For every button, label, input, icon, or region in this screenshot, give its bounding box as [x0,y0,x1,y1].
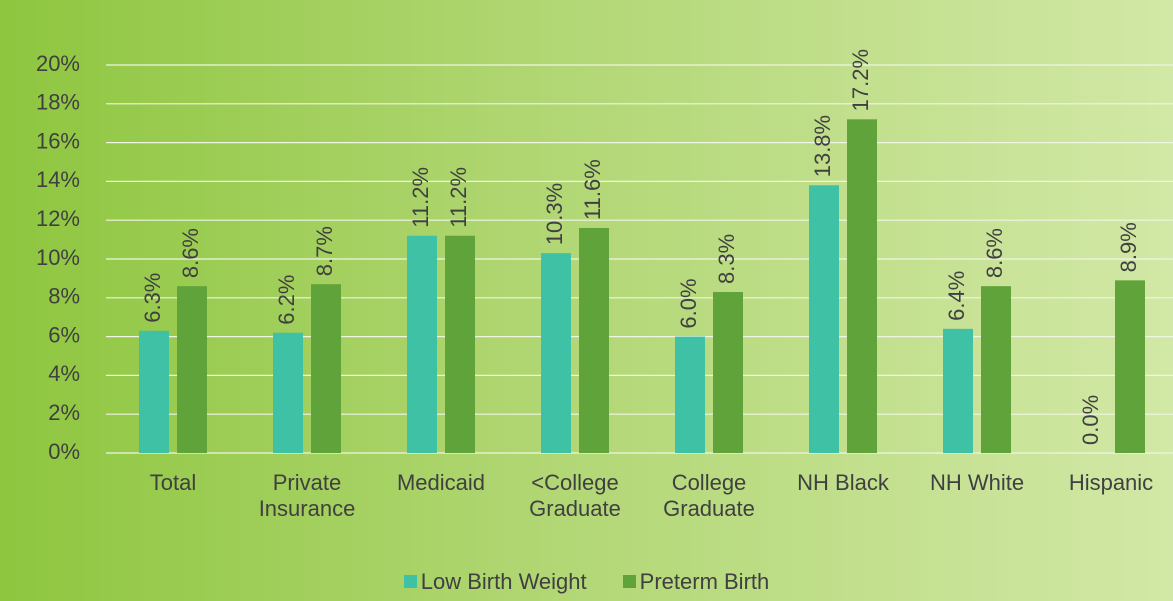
bar [809,185,839,453]
legend: Low Birth Weight Preterm Birth [0,569,1173,595]
x-tick-label: <College Graduate [529,470,621,521]
y-tick-label: 8% [48,284,80,309]
x-tick-label: Total [149,470,197,495]
bar [177,286,207,453]
data-label: 8.3% [714,234,739,284]
y-tick-label: 18% [36,90,80,115]
y-tick-label: 14% [36,167,80,192]
y-tick-label: 6% [48,322,80,347]
bar [847,119,877,453]
y-tick-label: 4% [48,361,80,386]
bar [445,235,475,453]
bar [407,235,437,453]
data-label: 8.6% [178,228,203,278]
y-tick-label: 2% [48,400,80,425]
bar [943,328,973,453]
data-label: 8.9% [1116,222,1141,272]
bar [541,253,571,453]
data-label: 13.8% [810,115,835,177]
bar [1115,280,1145,453]
legend-label: Low Birth Weight [420,569,587,594]
data-label: 0.0% [1078,395,1103,445]
bar [579,227,609,453]
legend-swatch [403,575,417,588]
data-label: 10.3% [542,183,567,245]
data-label: 11.2% [408,167,433,228]
y-tick-label: 20% [36,51,80,76]
legend-swatch [622,575,636,588]
bar [139,330,169,453]
x-tick-label: Private Insurance [258,470,356,521]
data-label: 8.7% [312,226,337,276]
data-label: 6.2% [274,275,299,325]
data-label: 11.6% [580,159,605,220]
bar [713,291,743,453]
x-tick-label: NH Black [797,470,889,495]
x-tick-label: Hispanic [1068,470,1154,495]
data-label: 6.0% [676,278,701,328]
legend-label: Preterm Birth [639,569,770,594]
y-tick-label: 16% [36,128,80,153]
x-tick-label: NH White [929,470,1025,495]
data-label: 17.2% [848,49,873,111]
data-label: 8.6% [982,228,1007,278]
bar [675,336,705,453]
legend-item: Low Birth Weight [403,569,587,595]
y-tick-label: 0% [48,439,80,464]
x-tick-label: College Graduate [663,470,755,521]
y-tick-label: 12% [36,206,80,231]
data-label: 6.4% [944,271,969,321]
bar [273,332,303,453]
data-label: 6.3% [140,273,165,323]
legend-item: Preterm Birth [622,569,770,595]
data-label: 11.2% [446,167,471,228]
x-tick-label: Medicaid [396,470,486,495]
bar [981,286,1011,453]
bar [311,284,341,453]
y-tick-label: 10% [36,245,80,270]
